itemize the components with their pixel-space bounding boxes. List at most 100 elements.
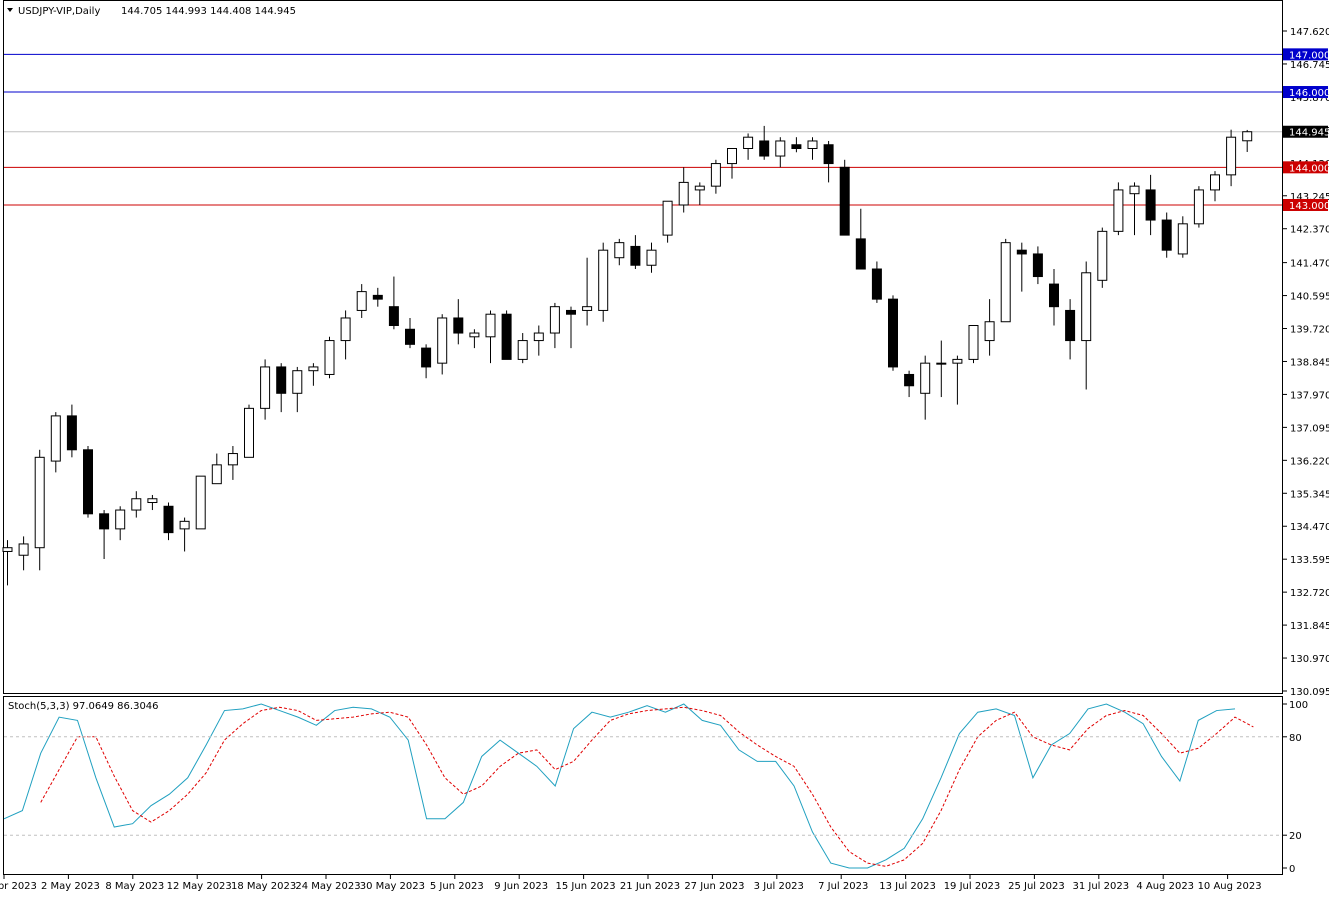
price-tick-label: 135.345 [1290, 489, 1329, 500]
time-tick-label: 26 Apr 2023 [0, 881, 37, 892]
time-tick-label: 12 May 2023 [167, 881, 232, 892]
candle-body-bullish [727, 148, 737, 165]
candle-body-bullish [1129, 185, 1140, 195]
candle [388, 276, 399, 330]
candle [791, 137, 802, 153]
level-price-label: 144.000 [1289, 163, 1329, 174]
candle-body-bearish [823, 144, 834, 165]
candle-body-bullish [920, 362, 931, 394]
candle-body-bullish [694, 185, 705, 191]
ohlc-values: 144.705 144.993 144.408 144.945 [121, 6, 296, 17]
candle [904, 370, 915, 398]
level-labels: 147.000 146.000 144.000 143.000 144.945 [1283, 48, 1329, 212]
candle-body-bullish [244, 407, 254, 458]
candle-body-bearish [1161, 219, 1172, 251]
time-tick-label: 4 Aug 2023 [1136, 881, 1194, 892]
candle-body-bullish [1210, 174, 1220, 191]
candle [1161, 212, 1172, 258]
stochastic-lines [3, 703, 1254, 869]
candle-body-bearish [904, 373, 915, 387]
candles [2, 125, 1253, 586]
candle-body-bearish [388, 306, 399, 327]
candle-body-bearish [759, 140, 770, 157]
stochastic-axis: 100 80 20 0 [4, 700, 1308, 875]
candle-body-bearish [871, 268, 882, 300]
candle-body-bullish [356, 291, 367, 311]
price-tick-label: 142.370 [1290, 225, 1329, 236]
candle [1242, 129, 1253, 152]
candle-body-bullish [549, 306, 560, 334]
candle [1097, 227, 1108, 288]
candle [968, 325, 979, 364]
candle [823, 140, 834, 183]
current-price-box [1283, 125, 1328, 138]
candle-body-bullish [18, 543, 29, 556]
candle [147, 494, 158, 511]
price-tick-label: 143.245 [1290, 192, 1329, 203]
candle [630, 235, 641, 270]
candle [1032, 246, 1043, 285]
candle-body-bullish [582, 306, 593, 311]
stochastic-k-line [3, 703, 1236, 869]
time-tick-label: 15 Jun 2023 [556, 881, 616, 892]
candle [598, 242, 609, 322]
candle [710, 159, 721, 194]
time-tick-label: 24 May 2023 [295, 881, 360, 892]
candle [1113, 182, 1124, 236]
candle [421, 344, 432, 379]
price-tick-label: 136.220 [1290, 456, 1329, 467]
candle-body-bullish [968, 325, 979, 360]
price-tick-label: 131.845 [1290, 621, 1329, 632]
price-tick-label: 138.845 [1290, 357, 1329, 368]
candle [115, 506, 126, 541]
candle [807, 137, 818, 160]
candle-body-bearish [66, 415, 77, 451]
candle-body-bullish [1097, 230, 1108, 281]
candle-body-bullish [260, 366, 271, 409]
time-tick-label: 30 May 2023 [360, 881, 425, 892]
candle-body-bullish [1193, 189, 1204, 225]
time-tick-label: 18 May 2023 [231, 881, 296, 892]
price-tick-label: 134.470 [1290, 522, 1329, 533]
candle [131, 491, 142, 518]
dropdown-triangle-icon[interactable] [7, 8, 13, 12]
time-tick-label: 13 Jul 2023 [879, 881, 936, 892]
candle [727, 148, 737, 179]
candle [99, 510, 110, 559]
candle [517, 333, 528, 364]
candle [694, 182, 705, 205]
candle [308, 363, 319, 386]
candle [566, 306, 576, 349]
candle-body-bullish [115, 509, 126, 530]
candle-body-bullish [340, 317, 351, 342]
candle [1065, 299, 1076, 360]
candle [839, 159, 850, 236]
price-tick-label: 132.720 [1290, 588, 1329, 599]
candle-body-bearish [855, 238, 866, 270]
time-tick-label: 9 Jun 2023 [494, 881, 548, 892]
candle-body-bearish [1065, 309, 1076, 342]
candle-body-bullish [1226, 136, 1237, 176]
candle-body-bearish [405, 328, 415, 345]
candle-body-bullish [662, 200, 673, 236]
candle [888, 295, 898, 371]
time-tick-label: 27 Jun 2023 [684, 881, 744, 892]
candle [920, 355, 931, 420]
horizontal-levels[interactable] [4, 53, 1282, 206]
level-price-box [1283, 198, 1328, 211]
stochastic-panel-frame [3, 696, 1283, 875]
candle-body-bearish [888, 298, 898, 368]
candle [533, 325, 544, 356]
candle-body-bearish [276, 366, 287, 394]
price-tick-label: 140.595 [1290, 292, 1329, 303]
candle-body-bullish [1000, 242, 1011, 323]
candle [244, 404, 254, 458]
candle-body-bullish [614, 242, 625, 259]
candle [356, 284, 367, 318]
candle [1177, 216, 1188, 258]
candle-body-bullish [678, 181, 689, 206]
candle-body-bearish [1016, 249, 1027, 255]
candle-body-bearish [630, 245, 641, 266]
